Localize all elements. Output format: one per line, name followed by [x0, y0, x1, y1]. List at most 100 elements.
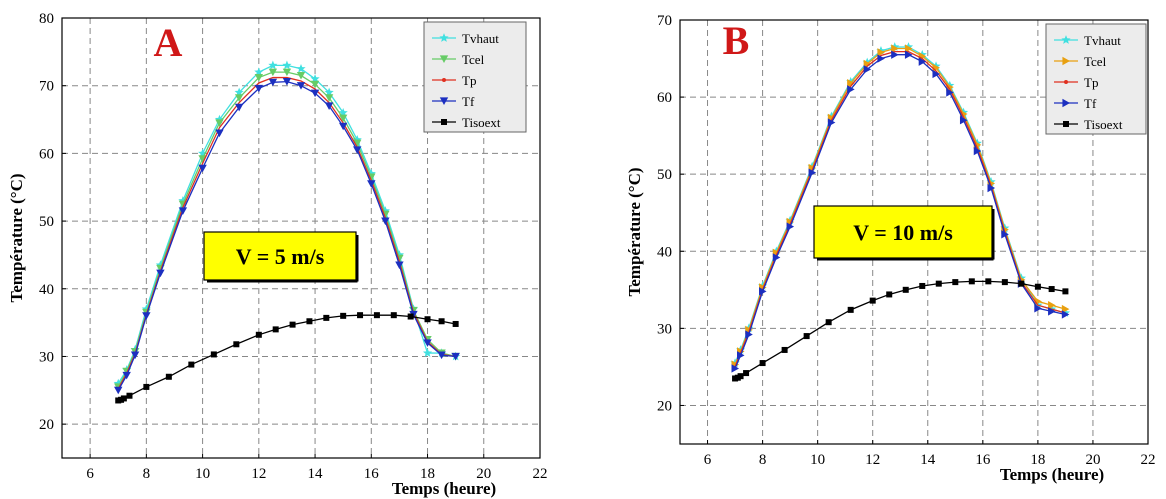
data-point-tvhaut: [324, 87, 334, 97]
y-tick-label: 50: [39, 214, 54, 230]
data-point-tisoext: [781, 346, 788, 353]
data-point-tvhaut: [178, 195, 188, 205]
data-point-tcel: [282, 68, 292, 77]
data-point-tisoext: [210, 351, 217, 358]
data-point-tvhaut: [214, 114, 225, 124]
data-point-tisoext: [407, 313, 414, 320]
series-tisoext: [115, 312, 459, 404]
x-tick-label: 16: [975, 452, 991, 468]
x-tick-label: 20: [476, 466, 491, 482]
data-point-tisoext: [255, 331, 262, 338]
data-point-tcel: [353, 139, 362, 148]
data-point-tvhaut: [380, 206, 390, 215]
data-point-tisoext: [289, 321, 296, 328]
data-point-tvhaut: [366, 168, 376, 178]
data-point-tcel: [268, 68, 278, 77]
data-point-tcel: [310, 80, 320, 89]
data-point-tf: [772, 253, 781, 262]
data-point-tf: [847, 85, 855, 94]
data-point-tf: [437, 351, 446, 360]
data-point-tcel: [877, 48, 885, 57]
data-point-tcel: [198, 155, 207, 163]
y-tick-label: 70: [657, 13, 672, 29]
y-tick-label: 60: [657, 90, 672, 106]
y-tick-label: 30: [39, 349, 54, 365]
data-point-tf: [877, 54, 885, 63]
data-point-tf: [215, 129, 224, 138]
legend-label: Tisoext: [1084, 117, 1123, 132]
data-point-tvhaut: [141, 304, 151, 313]
legend-box: [423, 21, 527, 133]
data-point-tcel: [863, 59, 872, 69]
data-point-tisoext: [126, 392, 133, 399]
data-point-tcel: [847, 79, 855, 88]
data-point-tf: [451, 352, 460, 361]
data-point-tf: [808, 168, 817, 177]
x-tick-label: 22: [533, 466, 548, 482]
legend-swatch-marker: [1064, 80, 1068, 84]
data-point-tf: [254, 84, 264, 93]
data-point-tvhaut: [282, 60, 292, 70]
data-point-tf: [973, 146, 982, 156]
data-point-tvhaut: [394, 250, 405, 259]
x-tick-label: 12: [865, 452, 880, 468]
data-point-tvhaut: [310, 74, 320, 83]
y-tick-label: 40: [39, 282, 54, 298]
data-point-tf: [234, 103, 244, 112]
data-point-tvhaut: [422, 348, 433, 357]
data-point-tisoext: [1048, 286, 1055, 293]
data-point-tcel: [338, 114, 348, 123]
data-point-tcel: [1061, 304, 1070, 314]
data-point-tvhaut: [234, 87, 244, 97]
x-tick-label: 8: [759, 452, 767, 468]
chart-panel-b: 6 8 10 12 14 16 18 20 22 20 30 40 50 60 70 Temps (heure…: [625, 13, 1156, 484]
data-point-tf: [1001, 230, 1009, 239]
data-point-tf: [987, 183, 996, 193]
data-point-tisoext: [1018, 280, 1025, 287]
data-point-tisoext: [438, 318, 445, 325]
panel-label: A: [154, 20, 183, 65]
legend-swatch-marker: [439, 97, 449, 105]
panel-label: B: [723, 18, 750, 63]
legend-label: Tp: [1084, 75, 1098, 90]
legend-label: Tcel: [1084, 54, 1107, 69]
axes-frame: [61, 17, 541, 459]
data-point-tf: [156, 269, 165, 278]
legend-label: Tvhaut: [1084, 33, 1121, 48]
data-point-tf: [310, 89, 320, 98]
x-tick-label: 12: [251, 466, 266, 482]
data-point-tf: [1034, 304, 1042, 313]
x-tick-label: 14: [308, 466, 324, 482]
data-point-tisoext: [886, 291, 893, 298]
data-point-tisoext: [272, 326, 279, 333]
data-point-tf: [891, 50, 899, 59]
data-point-tisoext: [188, 361, 195, 368]
data-point-tf: [863, 65, 872, 74]
annotation-box: [813, 205, 993, 259]
x-tick-label: 22: [1141, 452, 1156, 468]
data-point-tisoext: [847, 306, 854, 313]
data-point-tf: [367, 180, 376, 188]
x-tick-label: 8: [143, 466, 151, 482]
legend-swatch-marker: [1061, 35, 1071, 44]
series-line-tisoext: [118, 314, 456, 402]
x-axis-label: Temps (heure): [392, 479, 496, 498]
data-point-tcel: [324, 94, 334, 102]
data-point-tcel: [254, 73, 264, 82]
y-axis-label: Température (°C): [625, 167, 644, 296]
y-tick-label: 20: [39, 417, 54, 433]
data-point-tf: [395, 261, 404, 270]
legend-label: Tvhaut: [462, 31, 499, 46]
data-point-tf: [122, 371, 131, 380]
legend-label: Tp: [462, 73, 476, 88]
chart-panel-a: 6 8 10 12 14 16 18 20 22 20 30 40 50 60 70 80 Temps (heu…: [7, 11, 548, 498]
data-point-tf: [932, 69, 941, 79]
y-tick-label: 80: [39, 11, 54, 27]
series-line-tf: [117, 80, 456, 391]
data-point-tf: [946, 88, 954, 97]
data-point-tvhaut: [254, 67, 264, 77]
data-point-tisoext: [323, 314, 330, 321]
data-point-tf: [736, 351, 745, 360]
data-point-tcel: [891, 44, 899, 53]
legend-swatch-marker: [439, 55, 449, 63]
